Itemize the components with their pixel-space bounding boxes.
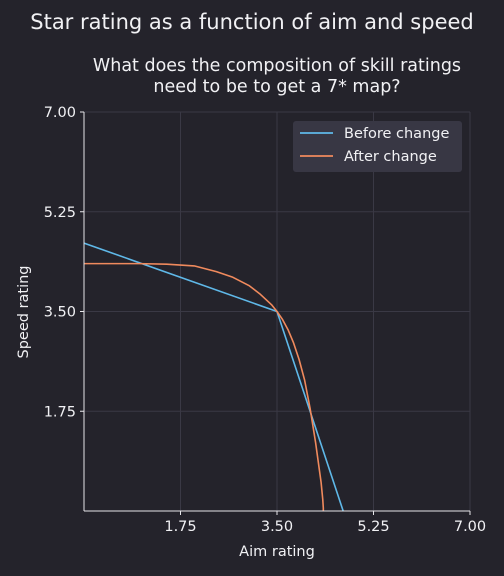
legend-label-before-change: Before change bbox=[344, 126, 449, 142]
chart-title-line-1: What does the composition of skill ratin… bbox=[93, 56, 461, 76]
x-tick-label: 5.25 bbox=[357, 519, 389, 535]
chart-suptitle: Star rating as a function of aim and spe… bbox=[30, 10, 474, 34]
y-tick-label: 1.75 bbox=[44, 404, 76, 420]
ticks: 1.75 3.50 5.25 7.00 1.75 3.50 5.25 7.00 bbox=[44, 105, 486, 535]
series-line-after-change bbox=[84, 262, 325, 511]
y-tick-label: 5.25 bbox=[44, 205, 76, 221]
x-tick-label: 3.50 bbox=[261, 519, 293, 535]
legend-box bbox=[293, 121, 462, 172]
legend-label-after-change: After change bbox=[344, 149, 437, 165]
y-tick-label: 7.00 bbox=[44, 105, 76, 121]
y-axis-label: Speed rating bbox=[16, 265, 32, 358]
x-axis-label: Aim rating bbox=[239, 544, 315, 560]
legend: Before change After change bbox=[293, 121, 462, 172]
chart-title-line-2: need to be to get a 7* map? bbox=[153, 77, 400, 97]
series-group bbox=[83, 242, 344, 512]
y-tick-label: 3.50 bbox=[44, 305, 76, 321]
x-tick-label: 7.00 bbox=[454, 519, 486, 535]
x-tick-label: 1.75 bbox=[164, 519, 196, 535]
